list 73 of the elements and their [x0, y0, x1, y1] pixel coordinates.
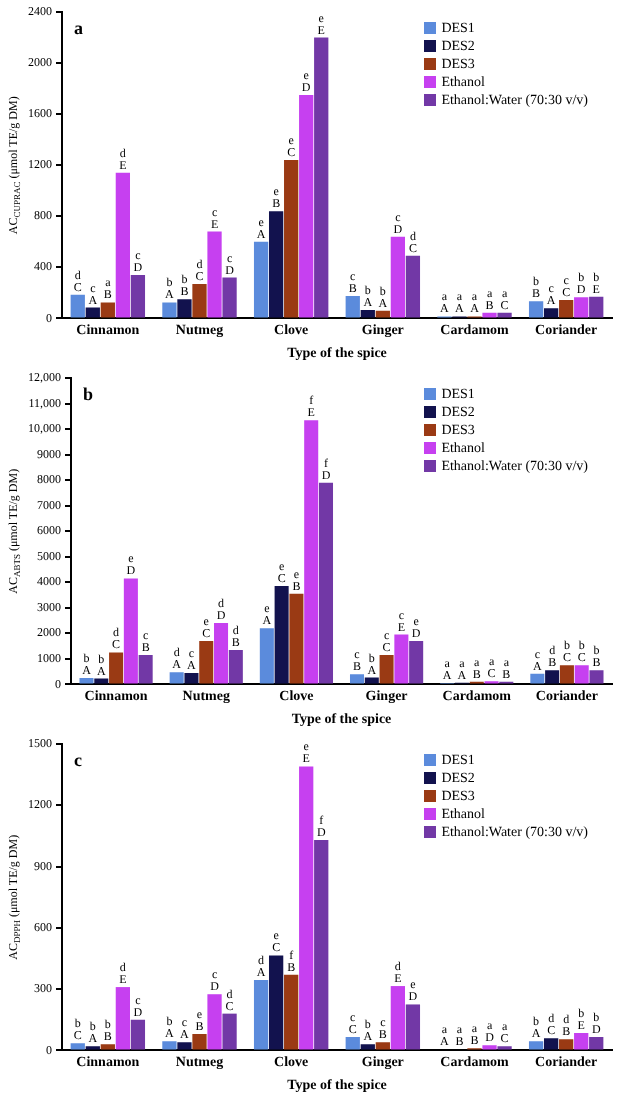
bar [253, 241, 269, 318]
bar [100, 1044, 115, 1050]
annotation: b [83, 383, 94, 404]
bar [192, 1034, 207, 1050]
bar [268, 211, 284, 318]
bar [70, 294, 85, 318]
bar [169, 672, 184, 684]
bar [115, 987, 131, 1050]
bar [222, 1013, 237, 1050]
bar [345, 1037, 360, 1050]
bar [528, 301, 544, 318]
bar [405, 1004, 421, 1050]
bar [207, 994, 222, 1050]
bar [130, 274, 146, 318]
annotation: c [74, 749, 82, 770]
bar [409, 640, 424, 684]
bar [299, 94, 314, 318]
bar [390, 236, 406, 318]
bar [543, 1038, 559, 1050]
bar [318, 482, 334, 684]
bar [130, 1019, 146, 1050]
bar [207, 231, 222, 318]
bar [375, 1042, 390, 1050]
bar [314, 840, 329, 1050]
bar [199, 640, 214, 684]
bar [115, 172, 131, 318]
bar [345, 296, 360, 318]
bar [162, 302, 177, 318]
bar [123, 578, 138, 684]
bar [268, 955, 284, 1050]
bar [360, 310, 375, 318]
bar [394, 634, 409, 684]
bar [530, 673, 545, 684]
bar [79, 678, 94, 684]
bar [192, 283, 207, 318]
bar [559, 299, 574, 318]
bar [184, 672, 199, 684]
bar [177, 299, 192, 318]
bar [299, 766, 314, 1050]
bar [274, 586, 289, 684]
bar [528, 1041, 544, 1050]
bar [177, 1042, 192, 1050]
bar [222, 277, 237, 318]
bar [349, 674, 365, 684]
bar [100, 302, 115, 318]
bar [574, 1033, 589, 1050]
bar [138, 655, 153, 684]
bar [379, 655, 394, 684]
bar [214, 623, 229, 684]
bar [559, 665, 574, 684]
bar [253, 979, 269, 1050]
bar [559, 1039, 574, 1050]
bar [259, 628, 274, 684]
bar [545, 670, 560, 684]
bar [109, 652, 124, 684]
bar [314, 37, 329, 318]
bar [390, 986, 406, 1050]
bar [162, 1041, 177, 1050]
bar [304, 420, 319, 684]
bar [284, 160, 299, 318]
bar [228, 649, 243, 684]
bar [360, 1044, 375, 1050]
bar [405, 255, 421, 318]
bar [289, 593, 304, 684]
annotation: a [74, 17, 84, 38]
bar [589, 670, 604, 684]
bar [574, 297, 589, 318]
bar [284, 974, 299, 1050]
bar [70, 1043, 85, 1050]
bar [574, 665, 589, 684]
bar [589, 1037, 604, 1050]
bar [543, 308, 559, 318]
bar [589, 296, 604, 318]
